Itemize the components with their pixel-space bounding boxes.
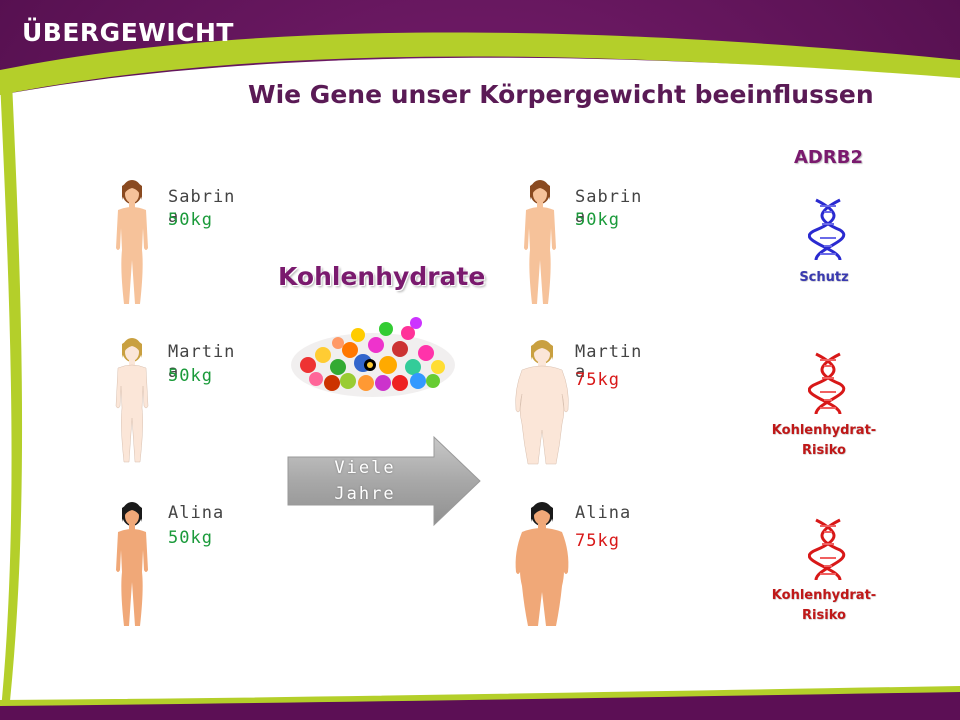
- person-name-martina-before: Martina: [168, 342, 236, 382]
- arrow-label-line2: Jahre: [334, 484, 396, 504]
- weight-martina-after: 75kg: [575, 370, 620, 390]
- weight-martina-before: 50kg: [168, 366, 213, 386]
- person-name-sabrina-after: Sabrina: [575, 187, 643, 227]
- woman-figure-alina-after: [515, 502, 569, 626]
- candy-pile-image: [291, 317, 455, 397]
- arrow-label-line1: Viele: [334, 458, 396, 478]
- dna-blue-icon: [808, 198, 845, 261]
- dna-red-icon: [808, 518, 845, 581]
- arrow-label: Viele Jahre: [286, 455, 444, 507]
- gene-variant-label-risk-1: Kohlenhydrat- Risiko: [749, 421, 899, 461]
- dna-red-icon: [808, 352, 845, 415]
- gene-variant-label-line2: Risiko: [802, 443, 846, 458]
- person-name-alina-before: Alina: [168, 503, 225, 523]
- arrow-years-icon: [287, 435, 481, 527]
- gene-variant-label-line2: Risiko: [802, 608, 846, 623]
- woman-figure-alina-before: [116, 502, 148, 626]
- gene-variant-label-line1: Kohlenhydrat-: [771, 423, 877, 438]
- food-title: Kohlenhydrate: [278, 262, 486, 291]
- person-name-sabrina-before: Sabrina: [168, 187, 236, 227]
- weight-alina-before: 50kg: [168, 528, 213, 548]
- slide-title: Wie Gene unser Körpergewicht beeinflusse…: [248, 80, 874, 109]
- person-name-martina-after: Martina: [575, 342, 643, 382]
- gene-title: ADRB2: [794, 147, 863, 168]
- woman-figure-martina-after: [515, 340, 569, 465]
- weight-sabrina-before: 50kg: [168, 210, 213, 230]
- woman-figure-sabrina-after: [524, 180, 556, 304]
- slide-section-label: ÜBERGEWICHT: [22, 18, 234, 47]
- gene-variant-label-line1: Kohlenhydrat-: [771, 588, 877, 603]
- woman-figure-sabrina-before: [116, 180, 148, 304]
- woman-figure-martina-before: [115, 338, 149, 463]
- gene-variant-label-protection: Schutz: [749, 268, 899, 288]
- gene-variant-label-risk-2: Kohlenhydrat- Risiko: [749, 586, 899, 626]
- weight-alina-after: 75kg: [575, 531, 620, 551]
- person-name-alina-after: Alina: [575, 503, 632, 523]
- gene-variant-label-line1: Schutz: [799, 270, 849, 285]
- weight-sabrina-after: 50kg: [575, 210, 620, 230]
